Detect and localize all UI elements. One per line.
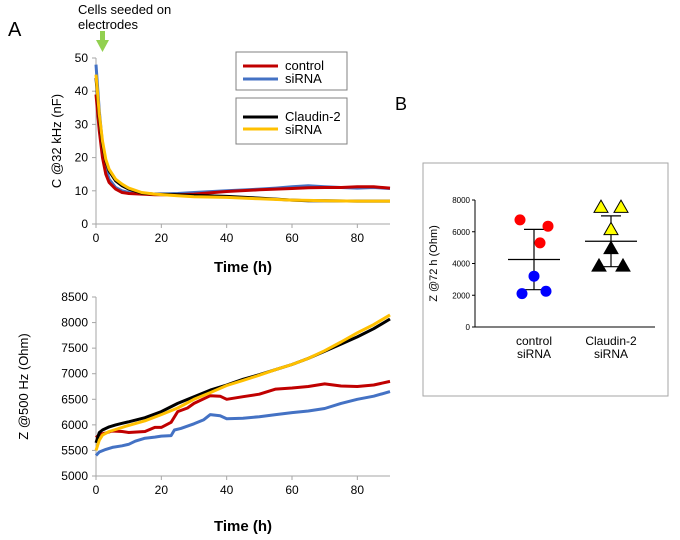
legend-control: control siRNA bbox=[235, 51, 348, 91]
x-tick-label: 60 bbox=[285, 483, 299, 497]
category-label: Claudin-2 bbox=[585, 334, 637, 348]
x-tick-label: 40 bbox=[220, 231, 234, 245]
y-axis-label: Z @72 h (Ohm) bbox=[428, 225, 440, 302]
y-tick-label: 5500 bbox=[61, 443, 88, 457]
capacitance-chart: 0 20 40 60 80 0 10 20 30 40 50 Time (h) C @32 kHz (n… bbox=[49, 51, 391, 276]
panel-label-a: A bbox=[8, 19, 22, 41]
legend-claudin: Claudin-2 siRNA bbox=[235, 97, 348, 145]
y-tick-label: 2000 bbox=[452, 291, 470, 300]
y-tick-label: 4000 bbox=[452, 260, 470, 269]
x-tick-label: 80 bbox=[351, 483, 365, 497]
legend-label: Claudin-2 bbox=[285, 109, 341, 124]
x-tick-label: 20 bbox=[155, 231, 169, 245]
data-point bbox=[603, 240, 619, 255]
y-tick-label: 50 bbox=[75, 51, 89, 65]
x-axis-label: Time (h) bbox=[214, 259, 272, 276]
y-tick-label: 0 bbox=[81, 217, 88, 231]
y-tick-label: 7500 bbox=[61, 341, 88, 355]
y-tick-label: 8000 bbox=[61, 316, 88, 330]
data-point bbox=[514, 214, 526, 226]
x-axis-label: Time (h) bbox=[214, 518, 272, 535]
data-point bbox=[542, 220, 554, 232]
data-point bbox=[516, 288, 528, 300]
y-tick-label: 8500 bbox=[61, 290, 88, 304]
panel-label-b: B bbox=[395, 94, 407, 114]
series-line bbox=[94, 74, 390, 203]
y-tick-label: 7000 bbox=[61, 367, 88, 381]
category-label: siRNA bbox=[594, 347, 628, 361]
y-tick-label: 6000 bbox=[452, 228, 470, 237]
x-tick-label: 0 bbox=[93, 483, 100, 497]
panel-b-frame bbox=[422, 162, 669, 397]
impedance-chart: 0 20 40 60 80 5000 5500 6000 6500 7000 7500 8000 850… bbox=[16, 290, 391, 535]
data-point bbox=[528, 270, 540, 282]
y-tick-label: 30 bbox=[75, 117, 89, 131]
y-tick-label: 6000 bbox=[61, 418, 88, 432]
annotation-line-2: electrodes bbox=[78, 17, 138, 32]
data-point bbox=[615, 257, 631, 272]
series-line bbox=[94, 390, 391, 457]
y-tick-label: 8000 bbox=[452, 196, 470, 205]
data-point bbox=[540, 285, 552, 297]
y-axis-label: C @32 kHz (nF) bbox=[49, 94, 64, 188]
series-line bbox=[94, 379, 391, 439]
legend-label: siRNA bbox=[285, 71, 322, 86]
y-tick-label: 5000 bbox=[61, 469, 88, 483]
legend-label: siRNA bbox=[285, 122, 322, 137]
series-line bbox=[94, 313, 391, 451]
data-point bbox=[603, 221, 619, 236]
category-label: control bbox=[516, 334, 552, 348]
data-point bbox=[613, 199, 629, 213]
y-tick-label: 40 bbox=[75, 84, 89, 98]
y-axis-label: Z @500 Hz (Ohm) bbox=[16, 333, 31, 439]
seeding-arrow-icon bbox=[96, 31, 109, 52]
x-tick-label: 80 bbox=[351, 231, 365, 245]
category-label: siRNA bbox=[517, 347, 551, 361]
x-tick-label: 40 bbox=[220, 483, 234, 497]
y-tick-label: 0 bbox=[466, 323, 471, 332]
data-point bbox=[591, 257, 607, 272]
y-tick-label: 10 bbox=[75, 184, 89, 198]
data-point bbox=[534, 237, 546, 249]
x-tick-label: 60 bbox=[285, 231, 299, 245]
x-tick-label: 20 bbox=[155, 483, 169, 497]
y-tick-label: 20 bbox=[75, 151, 89, 165]
data-point bbox=[593, 199, 609, 213]
y-tick-label: 6500 bbox=[61, 392, 88, 406]
legend-label: control bbox=[285, 58, 324, 73]
annotation-line-1: Cells seeded on bbox=[78, 2, 171, 17]
x-tick-label: 0 bbox=[93, 231, 100, 245]
